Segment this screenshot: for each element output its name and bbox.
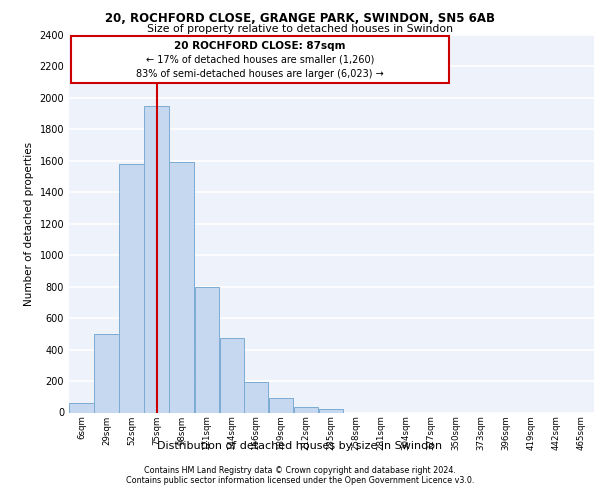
Bar xyxy=(319,408,343,412)
Bar xyxy=(169,162,194,412)
Text: ← 17% of detached houses are smaller (1,260): ← 17% of detached houses are smaller (1,… xyxy=(146,54,374,64)
Text: 20 ROCHFORD CLOSE: 87sqm: 20 ROCHFORD CLOSE: 87sqm xyxy=(175,42,346,51)
Bar xyxy=(293,407,318,412)
Bar xyxy=(194,286,219,412)
Text: Size of property relative to detached houses in Swindon: Size of property relative to detached ho… xyxy=(147,24,453,34)
Bar xyxy=(244,382,268,412)
Bar xyxy=(220,338,244,412)
Text: 20, ROCHFORD CLOSE, GRANGE PARK, SWINDON, SN5 6AB: 20, ROCHFORD CLOSE, GRANGE PARK, SWINDON… xyxy=(105,12,495,26)
Y-axis label: Number of detached properties: Number of detached properties xyxy=(24,142,34,306)
Bar xyxy=(69,403,94,412)
Bar xyxy=(269,398,293,412)
Text: Distribution of detached houses by size in Swindon: Distribution of detached houses by size … xyxy=(157,441,443,451)
FancyBboxPatch shape xyxy=(71,36,449,83)
Bar xyxy=(145,106,169,412)
Text: Contains public sector information licensed under the Open Government Licence v3: Contains public sector information licen… xyxy=(126,476,474,485)
Bar xyxy=(94,334,119,412)
Bar xyxy=(119,164,144,412)
Text: 83% of semi-detached houses are larger (6,023) →: 83% of semi-detached houses are larger (… xyxy=(136,69,384,79)
Text: Contains HM Land Registry data © Crown copyright and database right 2024.: Contains HM Land Registry data © Crown c… xyxy=(144,466,456,475)
